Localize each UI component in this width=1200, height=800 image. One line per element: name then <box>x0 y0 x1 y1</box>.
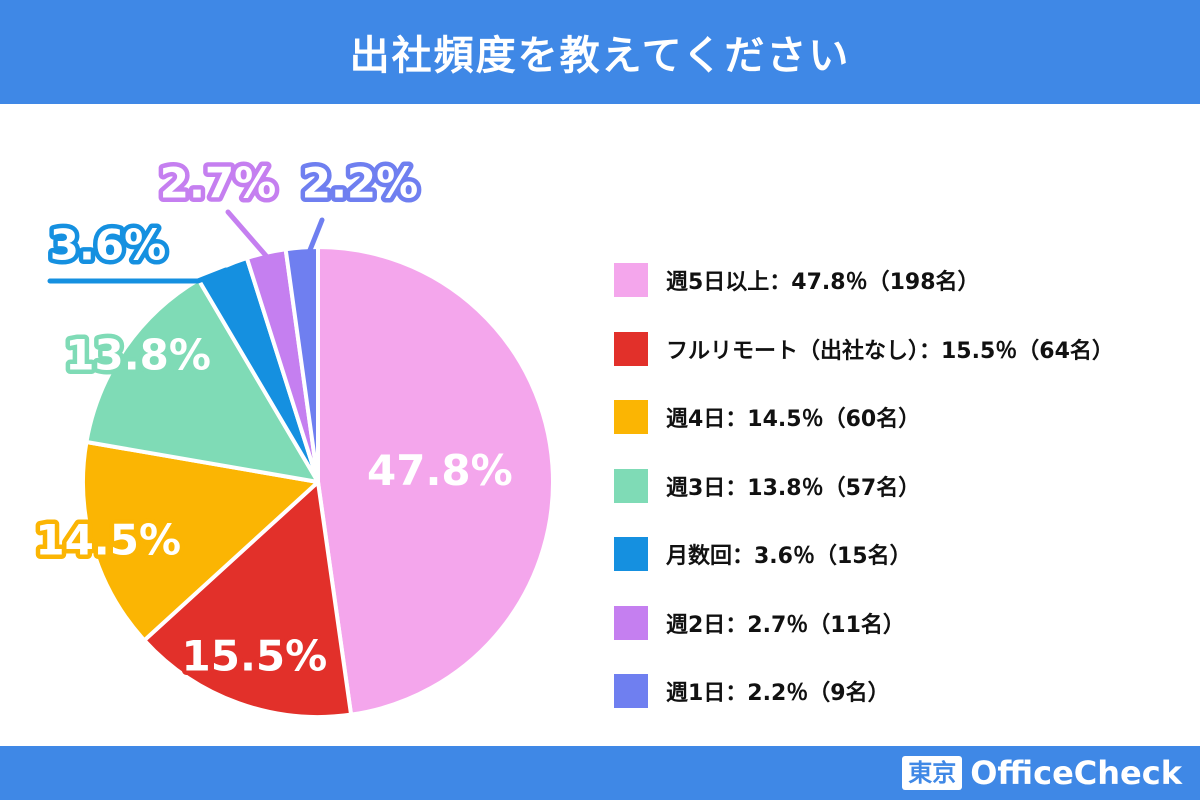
legend-label: 週2日：2.7％（11名） <box>666 612 905 638</box>
slice-label: 15.5% <box>182 631 328 680</box>
brand-logo: 東京 OfficeCheck <box>902 755 1182 791</box>
legend-swatch <box>614 605 648 640</box>
legend-item: 週1日：2.2％（9名） <box>614 657 1114 726</box>
legend-item: 週2日：2.7％（11名） <box>614 589 1114 658</box>
slice-label: 2.2% <box>302 159 418 208</box>
legend-item: フルリモート（出社なし）：15.5％（64名） <box>614 315 1114 384</box>
footer-bar: 東京 OfficeCheck <box>0 746 1200 800</box>
legend-item: 週3日：13.8％（57名） <box>614 452 1114 521</box>
legend-label: 週4日：14.5％（60名） <box>666 407 921 433</box>
brand-box: 東京 <box>902 756 963 790</box>
legend: 週5日以上：47.8％（198名） フルリモート（出社なし）：15.5％（64名… <box>614 246 1114 726</box>
legend-item: 月数回：3.6％（15名） <box>614 520 1114 589</box>
header-bar: 出社頻度を教えてください <box>0 0 1200 104</box>
legend-swatch <box>614 537 648 572</box>
leader-line <box>47 267 229 284</box>
slice-label: 13.8% <box>65 330 211 379</box>
leader-line <box>305 217 325 258</box>
legend-swatch <box>614 468 648 503</box>
legend-swatch <box>614 331 648 366</box>
pie-slice <box>84 277 320 484</box>
brand-name: OfficeCheck <box>970 754 1182 792</box>
legend-label: 週3日：13.8％（57名） <box>666 475 921 501</box>
pie-slice <box>316 245 555 717</box>
slice-label: 14.5% <box>35 516 181 565</box>
pie-slice <box>81 440 320 643</box>
legend-item: 週4日：14.5％（60名） <box>614 383 1114 452</box>
legend-swatch <box>614 263 648 298</box>
legend-label: 週1日：2.2％（9名） <box>666 681 890 707</box>
legend-label: 週5日以上：47.8％（198名） <box>666 270 980 296</box>
slice-label: 47.8% <box>367 446 513 495</box>
slice-label: 3.6% <box>50 221 166 270</box>
pie-chart: 47.8% 15.5% 14.5% 13.8% 3.6% 2.7% 2.2% <box>31 154 555 719</box>
legend-item: 週5日以上：47.8％（198名） <box>614 246 1114 315</box>
chart-title: 出社頻度を教えてください <box>349 33 851 79</box>
pie-slice <box>142 480 354 719</box>
legend-swatch <box>614 674 648 709</box>
pie-slice <box>283 245 320 484</box>
legend-label: フルリモート（出社なし）：15.5％（64名） <box>666 338 1114 364</box>
legend-label: 月数回：3.6％（15名） <box>666 544 912 570</box>
legend-swatch <box>614 400 648 435</box>
slice-label: 2.7% <box>160 159 276 208</box>
leader-line <box>225 209 271 261</box>
